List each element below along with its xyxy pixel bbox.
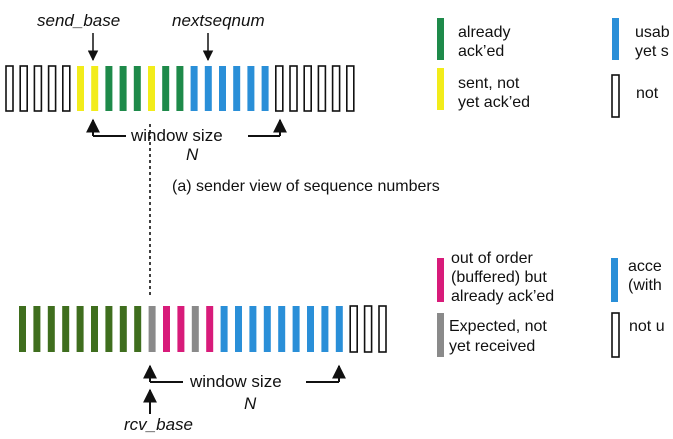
receiver-slot-acceptable [335, 306, 343, 352]
legend-acceptable-line1: acce [628, 258, 662, 275]
legend-acked-line1: already [458, 24, 510, 41]
receiver-slot-rcvprior [134, 306, 142, 352]
sender-slot-usable [233, 66, 241, 111]
sender-slot-notusable [19, 65, 29, 112]
sender-slot-acked [176, 66, 184, 111]
receiver-slot-rcvprior [91, 306, 98, 352]
legend-outoforder-swatch [437, 258, 444, 302]
legend-usable-line1: usab [635, 24, 670, 41]
sender-slot-notusable [289, 65, 298, 112]
legend-acceptable-swatch [611, 258, 618, 302]
legend-outoforder-line2: (buffered) but [451, 269, 547, 286]
receiver-slot-acceptable [235, 306, 242, 352]
receiver-slot-acceptable [292, 306, 300, 352]
sender-slot-sent [91, 66, 99, 111]
receiver-slot-notusable [378, 305, 387, 353]
receiver-window-label: window size [189, 372, 282, 391]
rcv-base-label: rcv_base [124, 415, 193, 434]
legend-sent-swatch [437, 68, 444, 110]
sender-sequence-slots [5, 65, 355, 112]
legend-acked-swatch [437, 18, 444, 60]
sender-slot-notusable [5, 65, 14, 112]
sender-slot-acked [105, 66, 113, 111]
sender-caption: (a) sender view of sequence numbers [172, 178, 440, 195]
receiver-slot-expected [191, 306, 199, 352]
receiver-slot-outoforder [177, 306, 185, 352]
nextseqnum-label: nextseqnum [172, 11, 265, 30]
legend-notusable-rcv-line1: not u [629, 318, 665, 335]
legend-sent-line1: sent, not [458, 75, 520, 92]
receiver-slot-outoforder [206, 306, 214, 352]
receiver-slot-notusable [349, 305, 359, 353]
sender-slot-usable [247, 66, 255, 111]
legend-usable-line2: yet s [635, 43, 669, 60]
legend-sent-line2: yet ack’ed [458, 94, 530, 111]
receiver-slot-notusable [363, 305, 373, 353]
sender-slot-notusable [303, 65, 313, 112]
legend-outoforder-line3: already ack’ed [451, 288, 554, 305]
legend-expected-line2: yet received [449, 338, 535, 355]
receiver-slot-rcvprior [19, 306, 26, 352]
sender-slot-notusable [345, 65, 355, 112]
receiver-slot-rcvprior [105, 306, 113, 352]
receiver-slot-rcvprior [47, 306, 55, 352]
legend-notusable-rcv-swatch [611, 312, 620, 358]
sender-slot-acked [133, 66, 141, 111]
legend-expected-line1: Expected, not [449, 318, 547, 335]
sender-slot-acked [119, 66, 127, 111]
sender-slot-sent [77, 66, 84, 111]
sender-slot-acked [162, 66, 170, 111]
receiver-slot-rcvprior [62, 306, 70, 352]
receiver-slot-expected [148, 306, 156, 352]
sender-slot-notusable [274, 65, 284, 112]
legend-acceptable-line2: (with [628, 277, 662, 294]
sender-slot-usable [261, 66, 269, 111]
receiver-slot-acceptable [307, 306, 314, 352]
legend-notusable-swatch [611, 74, 620, 118]
receiver-slot-rcvprior [33, 306, 41, 352]
receiver-slot-acceptable [220, 306, 228, 352]
legend-outoforder-line1: out of order [451, 250, 534, 267]
sender-slot-usable [219, 66, 226, 111]
sender-slot-notusable [33, 65, 43, 112]
sender-slot-notusable [61, 65, 71, 112]
sender-slot-sent [148, 66, 155, 111]
sender-slot-notusable [317, 65, 327, 112]
sender-window-label: window size [130, 126, 223, 145]
sender-slot-notusable [47, 65, 57, 112]
send-base-label: send_base [37, 11, 120, 30]
receiver-slot-outoforder [163, 306, 170, 352]
receiver-slot-acceptable [321, 306, 329, 352]
receiver-slot-rcvprior [119, 306, 127, 352]
legend-usable-swatch [612, 18, 619, 60]
receiver-n-label: N [244, 394, 257, 413]
sender-slot-notusable [331, 65, 341, 112]
legend-acked-line2: ack’ed [458, 43, 504, 60]
receiver-slot-acceptable [278, 306, 286, 352]
sender-slot-usable [190, 66, 198, 111]
legend-notusable-line1: not [636, 85, 659, 102]
receiver-slot-acceptable [263, 306, 271, 352]
legend-expected-swatch [437, 313, 444, 357]
sender-n-label: N [186, 145, 199, 164]
receiver-slot-acceptable [249, 306, 257, 352]
receiver-sequence-slots [19, 305, 387, 353]
receiver-slot-rcvprior [76, 306, 84, 352]
sender-slot-usable [204, 66, 212, 111]
